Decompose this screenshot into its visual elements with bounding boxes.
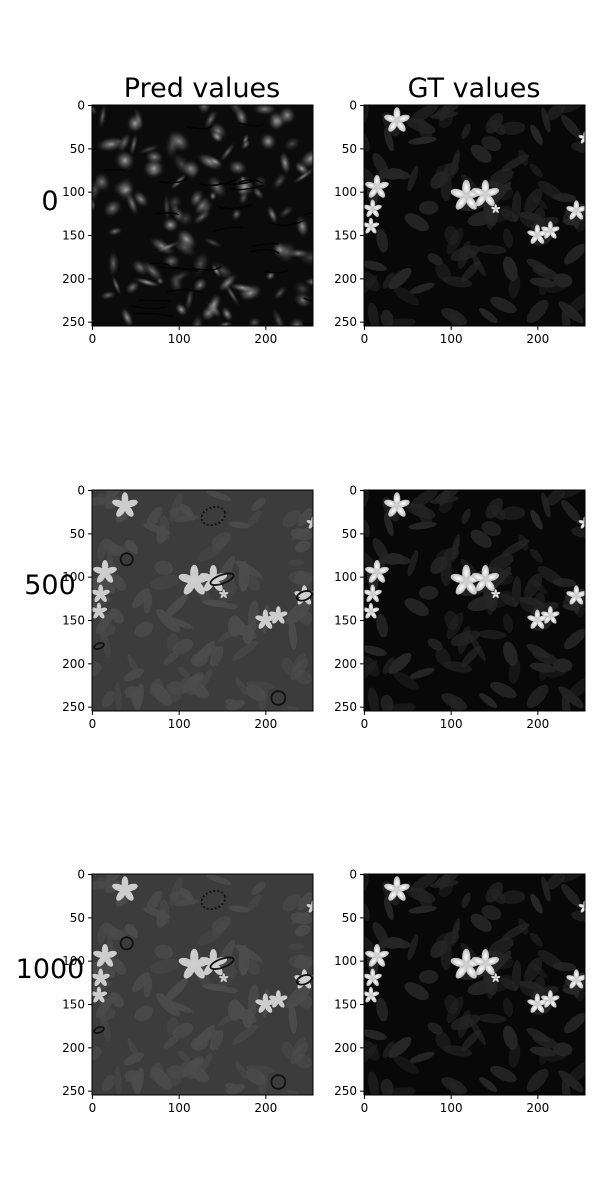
y-tick-label: 200 <box>334 657 357 671</box>
axes-frame <box>363 489 586 712</box>
y-tick-label: 0 <box>77 484 85 498</box>
panels: 0 100 200 0 50 100 150 200 250 0 100 200 0 50 100 150 20… <box>62 99 586 1115</box>
y-tick-label: 250 <box>334 1084 357 1098</box>
y-tick-label: 250 <box>62 700 85 714</box>
y-tick-label: 0 <box>349 99 357 113</box>
y-tick-label: 0 <box>77 868 85 882</box>
y-tick-label: 100 <box>334 954 357 968</box>
heatmap-image <box>364 105 585 326</box>
heatmap-image <box>92 105 313 326</box>
y-tick-label: 200 <box>334 1041 357 1055</box>
panel-500-pred: 0 100 200 0 50 100 150 200 250 <box>62 484 314 731</box>
y-tick-label: 150 <box>334 229 357 243</box>
column-title-gt: GT values <box>408 73 541 104</box>
y-tick-label: 50 <box>70 911 85 925</box>
panel-0-pred: 0 100 200 0 50 100 150 200 250 <box>62 99 314 346</box>
heatmap-image <box>364 490 585 711</box>
y-tick-label: 100 <box>334 570 357 584</box>
axes-frame <box>91 489 314 712</box>
axes-frame <box>363 104 586 327</box>
y-tick-label: 150 <box>334 998 357 1012</box>
x-tick-label: 200 <box>254 1101 277 1115</box>
x-tick-label: 0 <box>361 1101 369 1115</box>
y-tick-label: 100 <box>62 954 85 968</box>
y-tick-label: 100 <box>62 185 85 199</box>
panel-0-gt: 0 100 200 0 50 100 150 200 250 <box>334 99 586 346</box>
row-label-500: 500 <box>24 570 76 601</box>
y-tick-label: 50 <box>342 911 357 925</box>
x-tick-label: 100 <box>168 717 191 731</box>
y-tick-label: 0 <box>349 484 357 498</box>
y-tick-label: 150 <box>62 614 85 628</box>
y-tick-label: 150 <box>62 998 85 1012</box>
panel-1000-gt: 0 100 200 0 50 100 150 200 250 <box>334 868 586 1115</box>
x-tick-label: 0 <box>89 1101 97 1115</box>
y-tick-label: 200 <box>62 272 85 286</box>
y-tick-label: 250 <box>334 315 357 329</box>
y-tick-label: 100 <box>62 570 85 584</box>
y-tick-label: 50 <box>70 142 85 156</box>
panel-500-gt: 0 100 200 0 50 100 150 200 250 <box>334 484 586 731</box>
y-tick-label: 0 <box>77 99 85 113</box>
y-tick-label: 150 <box>62 229 85 243</box>
x-tick-label: 200 <box>526 332 549 346</box>
axes-frame <box>91 104 314 327</box>
column-title-pred: Pred values <box>124 73 280 104</box>
x-tick-label: 100 <box>168 1101 191 1115</box>
axes-frame <box>91 873 314 1096</box>
y-tick-label: 250 <box>62 315 85 329</box>
heatmap-image <box>92 874 313 1095</box>
x-tick-label: 100 <box>440 717 463 731</box>
y-tick-label: 200 <box>334 272 357 286</box>
x-tick-label: 100 <box>440 1101 463 1115</box>
row-label-1000: 1000 <box>16 954 85 985</box>
heatmap-image <box>92 490 313 711</box>
y-tick-label: 250 <box>62 1084 85 1098</box>
y-tick-label: 250 <box>334 700 357 714</box>
y-tick-label: 100 <box>334 185 357 199</box>
heatmap-image <box>364 874 585 1095</box>
panel-1000-pred: 0 100 200 0 50 100 150 200 250 <box>62 868 314 1115</box>
y-tick-label: 200 <box>62 657 85 671</box>
y-tick-label: 200 <box>62 1041 85 1055</box>
y-tick-label: 0 <box>349 868 357 882</box>
x-tick-label: 0 <box>361 332 369 346</box>
y-tick-label: 50 <box>70 527 85 541</box>
x-tick-label: 200 <box>254 717 277 731</box>
y-tick-label: 50 <box>342 527 357 541</box>
x-tick-label: 0 <box>361 717 369 731</box>
y-tick-label: 150 <box>334 614 357 628</box>
x-tick-label: 0 <box>89 717 97 731</box>
y-tick-label: 50 <box>342 142 357 156</box>
x-tick-label: 100 <box>440 332 463 346</box>
axes-frame <box>363 873 586 1096</box>
x-tick-label: 100 <box>168 332 191 346</box>
x-tick-label: 200 <box>526 717 549 731</box>
x-tick-label: 200 <box>526 1101 549 1115</box>
x-tick-label: 0 <box>89 332 97 346</box>
row-label-0: 0 <box>41 186 58 217</box>
x-tick-label: 200 <box>254 332 277 346</box>
